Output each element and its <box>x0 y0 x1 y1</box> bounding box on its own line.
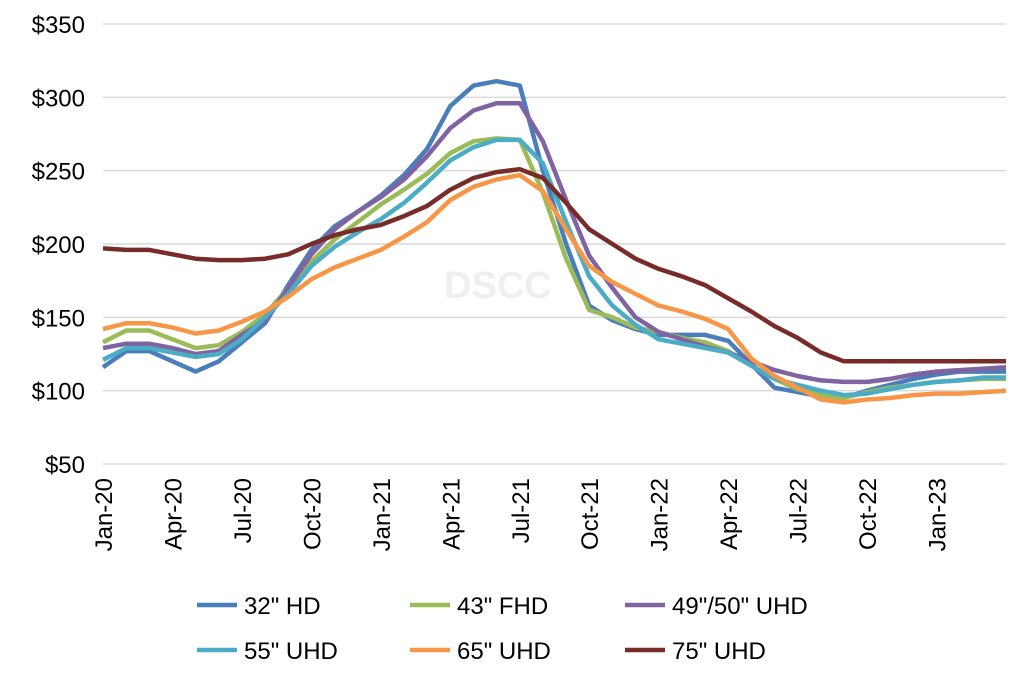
x-tick-label: Oct-20 <box>299 478 326 550</box>
legend-item: 75" UHD <box>625 638 766 665</box>
x-tick-label: Jan-20 <box>91 478 118 551</box>
x-tick-label: Jan-21 <box>369 478 396 551</box>
series-lines <box>101 78 1007 405</box>
y-tick-label: $150 <box>32 305 85 332</box>
x-tick-label: Jan-22 <box>647 478 674 551</box>
series-line-0 <box>101 78 1006 401</box>
legend-label: 55" UHD <box>244 638 338 665</box>
legend-label: 49"/50" UHD <box>672 593 808 620</box>
legend-item: 43" FHD <box>410 593 548 620</box>
series-line-5 <box>102 166 1006 364</box>
x-tick-label: Jul-21 <box>508 478 535 543</box>
legend-item: 65" UHD <box>410 638 551 665</box>
x-tick-label: Jul-20 <box>230 478 257 543</box>
y-tick-label: $350 <box>32 12 85 39</box>
x-tick-label: Apr-20 <box>160 478 187 550</box>
watermark: DSCC <box>444 265 552 307</box>
x-tick-label: Apr-21 <box>438 478 465 550</box>
y-axis: $50 $100 $150 $200 $250 $300 $350 <box>32 12 85 479</box>
x-tick-label: Oct-22 <box>855 478 882 550</box>
series-line-4 <box>102 172 1007 405</box>
y-tick-label: $50 <box>45 452 85 479</box>
legend-label: 32" HD <box>244 593 321 620</box>
y-tick-label: $300 <box>32 85 85 112</box>
legend: 32" HD 43" FHD 49"/50" UHD 55" UHD 65" UHD 75… <box>197 593 808 665</box>
y-tick-label: $100 <box>32 379 85 406</box>
x-tick-label: Jul-22 <box>786 478 813 543</box>
legend-label: 65" UHD <box>457 638 551 665</box>
x-axis: Jan-20 Apr-20 Jul-20 Oct-20 Jan-21 Apr-21 Jul-… <box>91 478 952 551</box>
x-tick-label: Apr-22 <box>716 478 743 550</box>
legend-item: 55" UHD <box>197 638 338 665</box>
y-tick-label: $250 <box>32 159 85 186</box>
legend-label: 75" UHD <box>672 638 766 665</box>
y-tick-label: $200 <box>32 232 85 259</box>
legend-item: 32" HD <box>197 593 321 620</box>
legend-item: 49"/50" UHD <box>625 593 808 620</box>
x-tick-label: Jan-23 <box>925 478 952 551</box>
x-tick-label: Oct-21 <box>577 478 604 550</box>
legend-label: 43" FHD <box>457 593 548 620</box>
series-line-3 <box>101 137 1006 398</box>
